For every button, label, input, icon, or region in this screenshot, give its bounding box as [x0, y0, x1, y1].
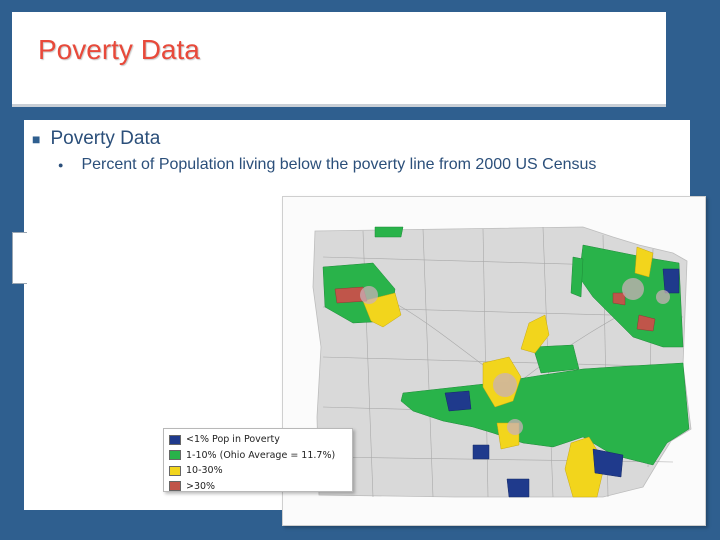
bullet-text: Poverty Data [50, 128, 161, 149]
side-tab [12, 232, 27, 284]
map-frame [282, 196, 706, 526]
urban-areas [360, 278, 670, 435]
dot-bullet-icon: ● [58, 159, 64, 170]
map-legend: <1% Pop in Poverty 1-10% (Ohio Average =… [163, 428, 353, 492]
legend-item: <1% Pop in Poverty [169, 432, 352, 448]
legend-item: 1-10% (Ohio Average = 11.7%) [169, 448, 352, 464]
legend-swatch-under-1 [169, 434, 181, 445]
legend-swatch-1-10 [169, 450, 181, 461]
legend-swatch-10-30 [169, 465, 181, 476]
bullet-level-2: ● Percent of Population living below the … [58, 156, 596, 174]
legend-label: >30% [186, 480, 216, 492]
legend-swatch-over-30 [169, 481, 181, 492]
legend-item: >30% [169, 479, 352, 495]
legend-label: 1-10% (Ohio Average = 11.7%) [186, 449, 336, 461]
slide-title: Poverty Data [38, 34, 200, 65]
legend-item: 10-30% [169, 463, 352, 479]
legend-label: 10-30% [186, 465, 223, 477]
title-box: Poverty Data [12, 12, 666, 107]
legend-label: <1% Pop in Poverty [186, 434, 280, 446]
square-bullet-icon: ■ [32, 131, 41, 147]
poverty-map [312, 226, 692, 498]
region-under-1 [444, 268, 680, 498]
sub-bullet-text: Percent of Population living below the p… [81, 156, 597, 173]
bullet-level-1: ■ Poverty Data [32, 128, 160, 150]
